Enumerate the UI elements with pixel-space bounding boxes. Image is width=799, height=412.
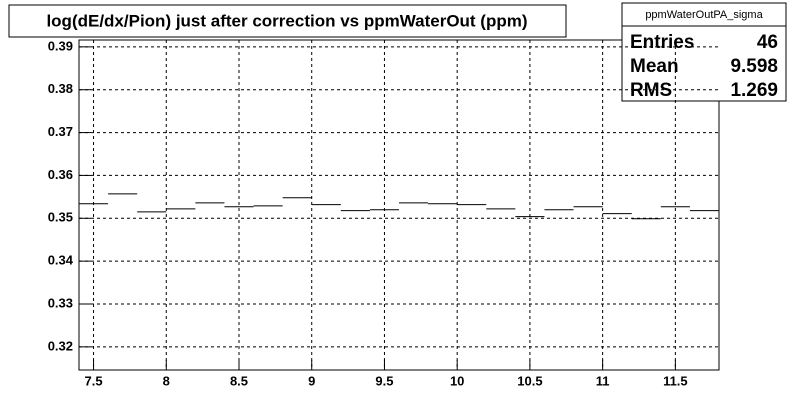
plot-frame	[78, 39, 720, 371]
y-tick-label: 0.32	[48, 338, 73, 353]
x-tick-label: 9.5	[375, 373, 393, 388]
stats-value: 9.598	[730, 56, 778, 77]
y-tick-label: 0.39	[48, 38, 73, 53]
stats-box	[621, 2, 787, 102]
stats-value: 46	[757, 32, 778, 53]
x-tick-label: 10.5	[517, 373, 542, 388]
x-tick-label: 8.5	[230, 373, 248, 388]
x-tick-label: 9	[308, 373, 315, 388]
chart-title: log(dE/dx/Pion) just after correction vs…	[46, 11, 527, 30]
x-tick-label: 11.5	[663, 373, 688, 388]
stats-value: 1.269	[730, 80, 778, 101]
stats-label: Entries	[630, 32, 694, 53]
y-tick-label: 0.37	[48, 124, 73, 139]
y-tick-label: 0.38	[48, 81, 73, 96]
x-tick-label: 7.5	[85, 373, 103, 388]
y-tick-label: 0.33	[48, 295, 73, 310]
stats-label: RMS	[630, 80, 672, 101]
x-tick-label: 8	[163, 373, 170, 388]
y-tick-label: 0.36	[48, 167, 73, 182]
title-box	[8, 4, 567, 38]
x-tick-label: 10	[450, 373, 464, 388]
stats-title: ppmWaterOutPA_sigma	[645, 9, 763, 21]
y-tick-label: 0.35	[48, 210, 73, 225]
x-tick-label: 11	[596, 373, 610, 388]
y-tick-label: 0.34	[48, 253, 74, 268]
stats-label: Mean	[630, 56, 679, 77]
